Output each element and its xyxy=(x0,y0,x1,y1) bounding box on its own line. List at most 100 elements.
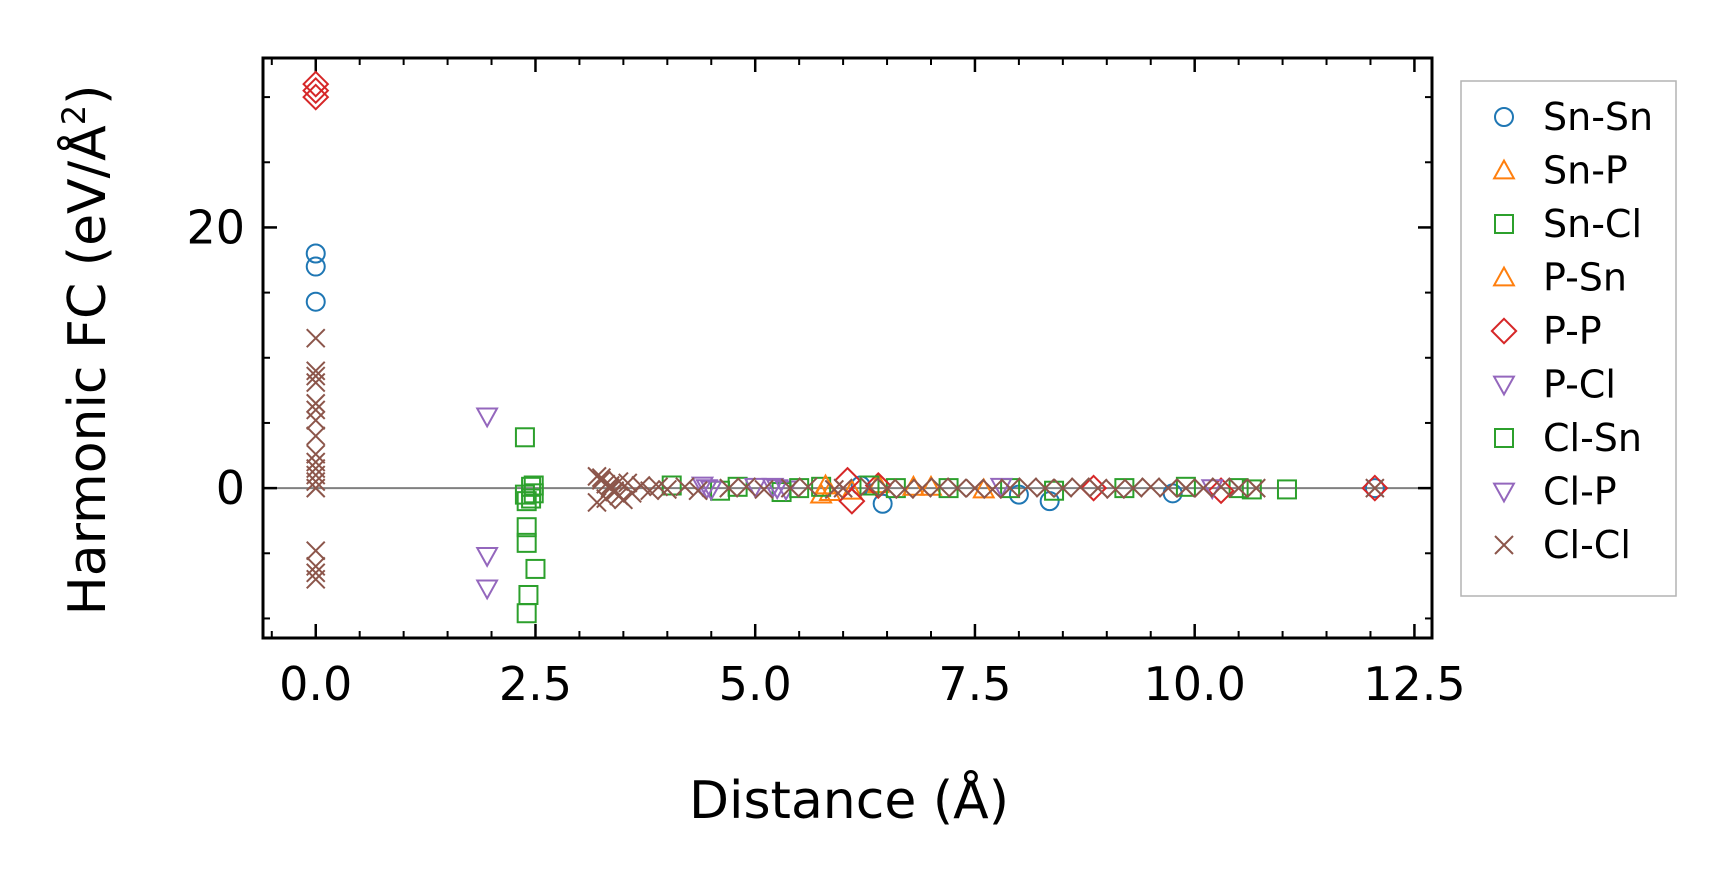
point-p-cl xyxy=(690,476,715,498)
x-tick-label: 2.5 xyxy=(499,657,572,711)
point-cl-cl xyxy=(1365,478,1385,498)
point-sn-cl xyxy=(516,603,537,624)
point-sn-cl xyxy=(811,476,832,497)
point-cl-cl xyxy=(1070,477,1091,497)
legend-marker-cl-cl xyxy=(1494,535,1514,555)
point-cl-cl xyxy=(604,481,625,501)
legend-label-sn-cl: Sn-Cl xyxy=(1543,202,1642,246)
y-axis-title: Harmonic FC (eV/Å2) xyxy=(55,85,118,616)
point-cl-cl xyxy=(780,478,801,498)
point-cl-cl xyxy=(877,478,897,498)
point-cl-cl xyxy=(306,410,326,431)
point-cl-cl xyxy=(306,328,326,348)
point-sn-sn xyxy=(305,256,326,277)
legend-marker-p-sn xyxy=(1492,265,1516,287)
point-cl-cl xyxy=(982,479,1003,500)
point-sn-cl xyxy=(518,584,539,605)
point-p-cl xyxy=(761,477,785,499)
x-tick-label: 5.0 xyxy=(719,657,792,711)
x-tick-label: 12.5 xyxy=(1363,657,1465,711)
point-cl-cl xyxy=(1017,477,1038,497)
point-cl-cl xyxy=(798,477,818,497)
point-sn-cl xyxy=(516,491,537,512)
point-cl-cl xyxy=(306,366,326,386)
point-cl-cl xyxy=(912,478,932,498)
point-cl-sn xyxy=(859,475,880,496)
point-cl-cl xyxy=(1035,478,1055,498)
point-cl-cl xyxy=(688,481,708,501)
point-cl-cl xyxy=(1228,478,1249,498)
point-cl-cl xyxy=(306,372,326,393)
point-cl-cl xyxy=(824,479,845,500)
series-sn-cl xyxy=(514,427,1297,624)
series-p-cl xyxy=(475,407,1224,601)
point-cl-cl xyxy=(947,478,968,498)
point-cl-cl xyxy=(1141,477,1161,497)
point-p-cl xyxy=(475,579,499,601)
x-tick-label: 7.5 xyxy=(938,657,1011,711)
point-cl-cl xyxy=(719,478,739,498)
legend: Sn-Sn Sn-P Sn-Cl P-Sn P-P P-Cl Cl-Sn Cl-P Cl-Cl xyxy=(1460,80,1677,597)
series-cl-cl xyxy=(306,328,1385,590)
legend-label-p-cl: P-Cl xyxy=(1543,363,1616,407)
point-cl-cl xyxy=(1193,478,1214,498)
point-p-p xyxy=(1207,477,1235,505)
point-sn-sn xyxy=(305,291,326,312)
point-cl-cl xyxy=(1176,478,1196,498)
point-cl-cl xyxy=(894,479,915,500)
point-cl-cl xyxy=(657,479,678,500)
point-cl-cl xyxy=(618,473,638,493)
point-p-cl xyxy=(475,546,499,568)
point-cl-cl xyxy=(1123,478,1143,498)
legend-label-cl-sn: Cl-Sn xyxy=(1543,416,1642,460)
legend-label-cl-cl: Cl-Cl xyxy=(1543,523,1631,567)
point-cl-cl xyxy=(1088,478,1108,498)
point-cl-cl xyxy=(1053,478,1073,498)
point-cl-cl xyxy=(306,471,326,492)
plot-frame xyxy=(261,56,1434,640)
point-cl-cl xyxy=(306,400,326,420)
point-cl-cl xyxy=(1105,479,1126,500)
point-cl-cl xyxy=(609,471,629,492)
point-cl-cl xyxy=(1000,478,1020,498)
point-cl-cl xyxy=(306,540,326,561)
legend-marker-p-cl xyxy=(1492,375,1516,397)
legend-marker-sn-p xyxy=(1492,158,1516,180)
legend-marker-cl-sn xyxy=(1494,428,1514,448)
legend-label-p-p: P-P xyxy=(1543,309,1602,353)
point-p-p xyxy=(302,83,330,111)
point-cl-p xyxy=(765,479,789,501)
point-p-cl xyxy=(989,477,1013,499)
point-sn-sn xyxy=(872,493,893,514)
axis-ticks: 0.0 2.5 5.0 7.5 10.0 12.5 0 20 xyxy=(186,58,1466,711)
point-cl-cl xyxy=(859,477,880,497)
series-sn-sn xyxy=(305,243,1385,514)
y-tick-label: 20 xyxy=(186,200,245,254)
point-p-cl xyxy=(475,407,499,429)
legend-marker-sn-cl xyxy=(1494,214,1514,234)
point-cl-cl xyxy=(306,393,326,414)
data-marks xyxy=(302,70,1389,624)
point-cl-cl xyxy=(306,569,326,590)
point-sn-cl xyxy=(1044,480,1065,501)
point-cl-cl xyxy=(1158,478,1179,498)
legend-marker-p-p xyxy=(1490,317,1518,345)
legend-marker-cl-p xyxy=(1492,482,1516,504)
legend-label-sn-p: Sn-P xyxy=(1543,149,1628,193)
point-p-p xyxy=(1361,474,1389,502)
series-p-p xyxy=(302,70,1389,515)
point-sn-cl xyxy=(514,427,535,448)
point-cl-cl xyxy=(965,478,985,498)
point-cl-cl xyxy=(631,475,651,496)
point-cl-cl xyxy=(1246,478,1266,498)
point-sn-cl xyxy=(516,517,537,538)
point-sn-cl xyxy=(1175,476,1196,497)
point-sn-cl xyxy=(525,558,546,579)
y-tick-label: 0 xyxy=(216,461,245,515)
point-p-p xyxy=(302,77,330,105)
point-p-p xyxy=(864,471,892,500)
point-cl-cl xyxy=(930,477,950,497)
point-p-cl xyxy=(699,480,723,502)
point-sn-cl xyxy=(1241,479,1262,500)
